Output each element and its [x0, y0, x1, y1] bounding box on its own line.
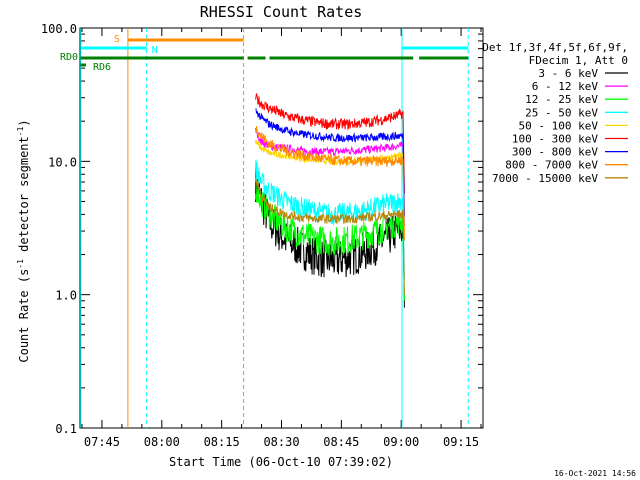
x-tick-label: 08:45 — [323, 435, 359, 449]
series-line-7000-15000-kev — [255, 177, 405, 295]
y-axis-label: Count Rate (s-1 detector segment-1) — [16, 119, 31, 362]
x-tick-label: 08:00 — [144, 435, 180, 449]
series-line-800-7000-kev — [255, 125, 405, 241]
legend-header-line-2: FDecim 1, Att 0 — [529, 54, 628, 67]
legend-entry-label: 50 - 100 keV — [519, 119, 599, 132]
legend-header-line-1: Det 1f,3f,4f,5f,6f,9f, — [482, 41, 628, 54]
legend-entry-label: 100 - 300 keV — [512, 133, 598, 146]
y-tick-label: 0.1 — [55, 422, 77, 436]
legend-entry-label: 12 - 25 keV — [525, 93, 598, 106]
series-line-300-800-kev — [255, 108, 405, 217]
chart-title: RHESSI Count Rates — [200, 3, 363, 21]
x-tick-label: 08:30 — [263, 435, 299, 449]
plot-area: 100.0 10.0 1.0 0.1 07:45 08:00 08:15 08:30 08:45… — [41, 22, 484, 449]
flag-segment-label: N — [152, 45, 158, 56]
series-line-12-25-kev — [255, 179, 405, 301]
legend-entry-label: 25 - 50 keV — [525, 106, 598, 119]
legend-entry-label: 6 - 12 keV — [532, 80, 599, 93]
x-tick-label: 09:15 — [443, 435, 479, 449]
flag-segment-label: RD6 — [93, 62, 111, 73]
footer-timestamp: 16-Oct-2021 14:56 — [554, 469, 636, 478]
legend-entry-label: 800 - 7000 keV — [505, 159, 598, 172]
legend-entry-label: 300 - 800 keV — [512, 146, 598, 159]
y-tick-label: 1.0 — [55, 289, 77, 303]
flag-segment-label: RD0 — [60, 52, 78, 63]
x-tick-label: 07:45 — [84, 435, 120, 449]
legend-entry-label: 3 - 6 keV — [538, 67, 598, 80]
x-axis-label: Start Time (06-Oct-10 07:39:02) — [169, 455, 393, 469]
series-line-100-300-kev — [255, 93, 405, 194]
x-tick-label: 09:00 — [383, 435, 419, 449]
y-tick-label: 100.0 — [41, 22, 77, 36]
x-tick-label: 08:15 — [204, 435, 240, 449]
series-line-25-50-kev — [255, 159, 405, 280]
flag-segment-label: S — [114, 34, 120, 45]
legend-entry-label: 7000 - 15000 keV — [492, 172, 598, 185]
y-tick-label: 10.0 — [48, 155, 77, 169]
